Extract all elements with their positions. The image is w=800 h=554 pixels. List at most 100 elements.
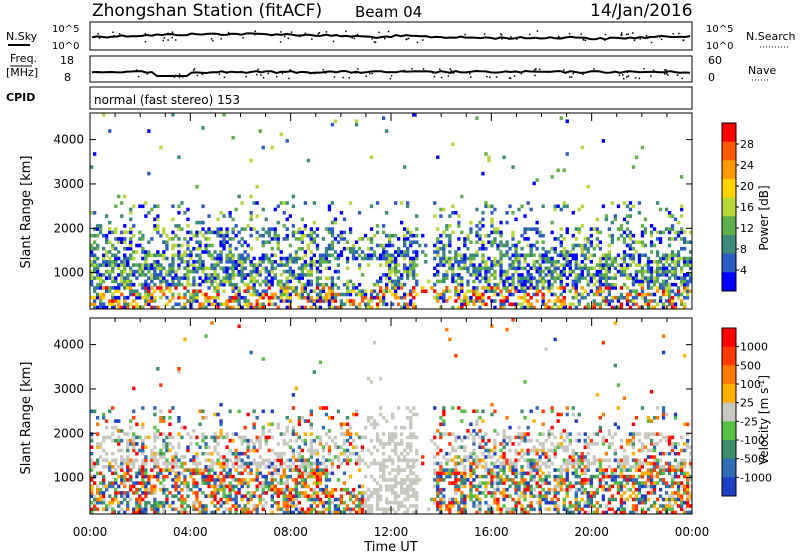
heatmap-cell [604,295,608,300]
heatmap-cell [661,273,666,277]
heatmap-cell [400,276,404,280]
heatmap-cell [574,282,578,287]
heatmap-cell [372,422,377,427]
heatmap-cell [508,468,512,472]
heatmap-cell [327,510,332,515]
heatmap-cell [261,292,265,297]
heatmap-cell [526,432,530,436]
heatmap-cell [147,266,151,271]
heatmap-cell [661,305,666,310]
heatmap-cell [649,224,654,228]
heatmap-cell [511,273,515,277]
heatmap-cell [505,458,509,463]
heatmap-cell [360,237,365,241]
heatmap-cell [144,286,148,290]
heatmap-cell [249,273,253,277]
nave-point [333,76,336,78]
heatmap-cell [667,237,672,241]
heatmap-cell [204,478,208,482]
heatmap-cell [472,504,476,508]
heatmap-cell [186,504,190,508]
heatmap-cell [198,445,202,449]
heatmap-cell [117,282,121,287]
heatmap-cell [201,227,205,231]
heatmap-cell [123,263,127,267]
heatmap-cell [559,227,563,231]
heatmap-cell [291,256,295,261]
nsearch-point [98,37,101,39]
heatmap-cell [243,250,247,254]
heatmap-cell [535,468,539,472]
heatmap-cell [93,266,97,271]
heatmap-cell [264,478,268,482]
heatmap-cell [369,295,374,300]
nave-point [509,77,512,80]
heatmap-cell [354,292,359,297]
heatmap-cell [436,155,440,160]
heatmap-cell [261,207,265,212]
heatmap-cell [90,478,94,482]
heatmap-cell [198,266,202,271]
heatmap-cell [394,282,398,287]
heatmap-cell [689,240,693,244]
heatmap-cell [129,240,133,244]
heatmap-cell [351,282,356,287]
heatmap-cell [204,510,208,515]
heatmap-cell [454,260,458,264]
heatmap-cell [144,292,148,297]
heatmap-cell [330,465,335,469]
heatmap-cell [162,445,166,449]
heatmap-cell [183,455,187,459]
heatmap-cell [171,282,175,287]
heatmap-cell [285,416,289,420]
heatmap-cell [234,224,238,228]
heatmap-cell [604,302,608,307]
heatmap-cell [686,273,690,277]
heatmap-cell [439,435,443,440]
heatmap-cell [165,487,169,492]
heatmap-cell [144,481,148,485]
heatmap-cell [667,211,672,215]
heatmap-cell [339,292,344,297]
nave-point [403,69,406,72]
heatmap-cell [153,491,157,495]
heatmap-cell [676,256,681,261]
heatmap-cell [502,468,506,472]
heatmap-cell [171,217,175,222]
heatmap-cell [481,438,485,443]
heatmap-cell [321,445,326,449]
heatmap-cell [680,237,684,241]
heatmap-cell [255,484,259,489]
heatmap-cell [493,497,497,502]
heatmap-cell [686,292,690,297]
heatmap-cell [264,292,268,297]
heatmap-cell [433,289,437,293]
heatmap-cell [243,481,247,485]
heatmap-cell [351,286,356,290]
nsearch-point [465,36,468,39]
heatmap-cell [123,295,127,300]
heatmap-cell [309,487,313,492]
nsearch-point [345,30,347,33]
heatmap-cell [586,273,590,277]
heatmap-cell [604,253,608,258]
heatmap-cell [285,260,289,264]
heatmap-cell [607,302,611,307]
heatmap-cell [126,246,130,251]
heatmap-cell [102,295,106,300]
heatmap-cell [207,451,211,456]
heatmap-cell [141,458,145,463]
heatmap-cell [538,266,542,271]
heatmap-cell [529,276,533,280]
heatmap-cell [601,289,605,293]
heatmap-cell [517,500,521,505]
heatmap-cell [369,292,374,297]
heatmap-cell [246,273,250,277]
heatmap-cell [285,292,289,297]
heatmap-cell [261,429,265,433]
heatmap-cell [369,289,374,293]
heatmap-cell [562,253,566,258]
heatmap-cell [375,438,380,443]
heatmap-cell [258,438,262,443]
heatmap-cell [177,419,181,423]
